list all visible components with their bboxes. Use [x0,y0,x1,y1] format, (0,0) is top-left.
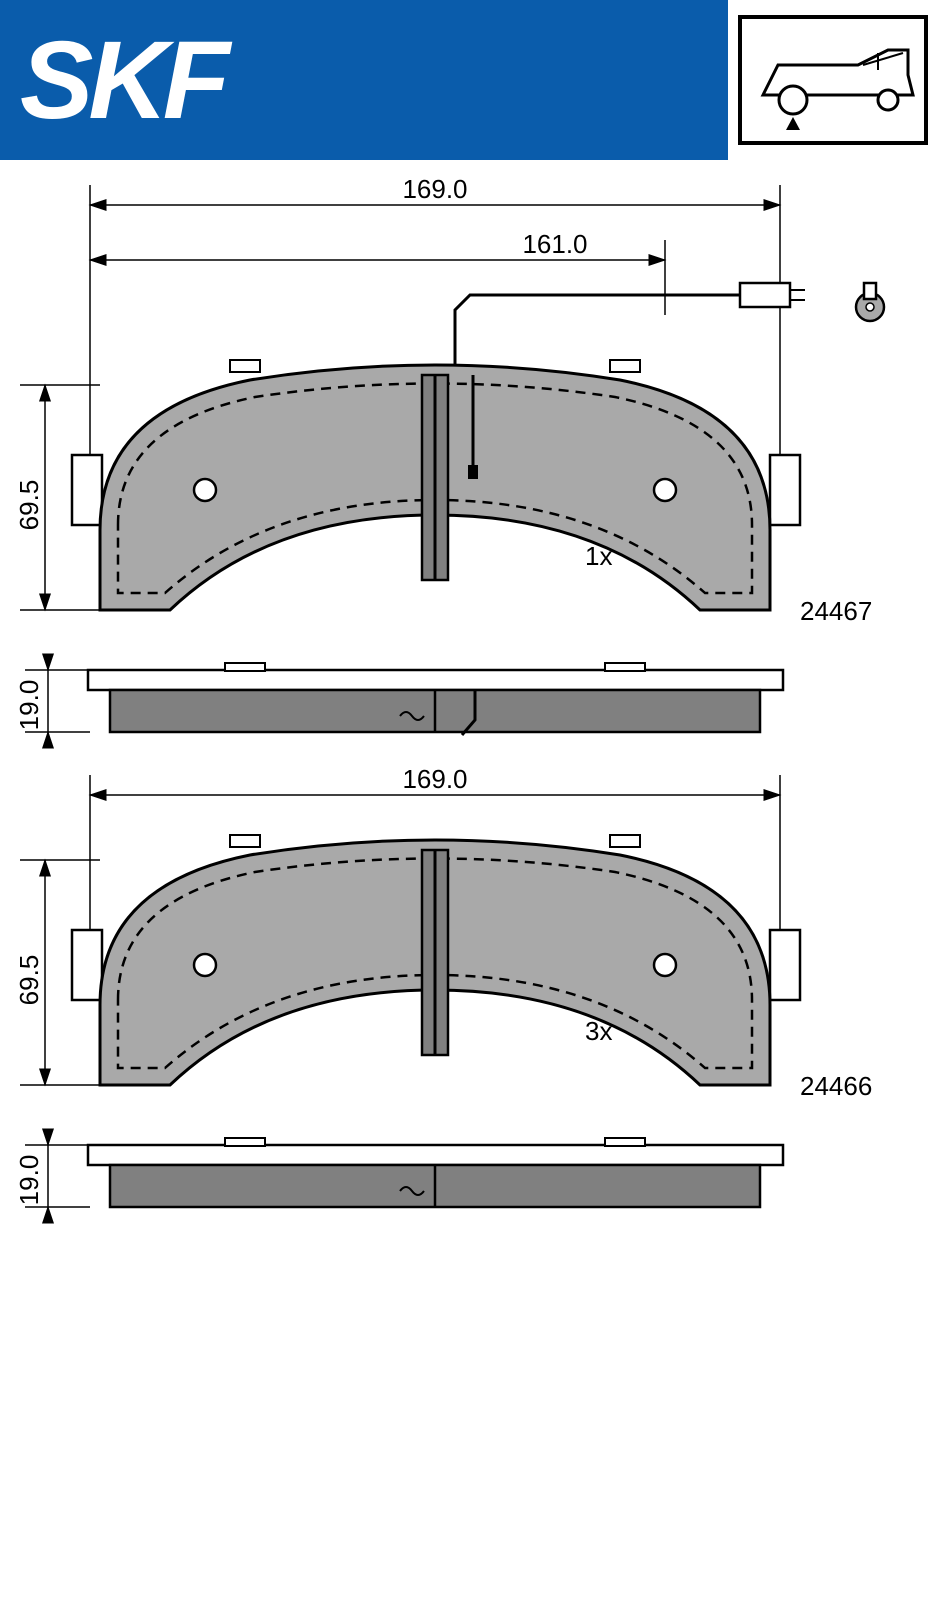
dim-height-2: 69.5 [14,955,44,1006]
dim-mid-width: 169.0 [402,764,467,794]
header-bar: SKF [0,0,943,160]
dim-thickness-2: 19.0 [14,1155,44,1206]
part-num-2: 24466 [800,1071,872,1101]
dim-top-width: 169.0 [402,174,467,204]
wear-sensor-icon [856,283,884,321]
brake-pad-1-edge [88,663,783,735]
dim-thickness-1: 19.0 [14,680,44,731]
qty-label-1: 1x [585,541,612,571]
part-num-1: 24467 [800,596,872,626]
qty-label-2: 3x [585,1016,612,1046]
logo-container: SKF [0,0,728,160]
brake-pad-2-front [72,835,800,1085]
technical-drawing: 169.0 161.0 69.5 1x [0,160,943,1600]
brake-pad-1-front [72,360,800,610]
brake-pad-2-edge [88,1138,783,1207]
dim-sensor-pos: 161.0 [522,229,587,259]
dim-height-1: 69.5 [14,480,44,531]
car-position-icon [738,15,928,145]
skf-logo: SKF [20,17,225,144]
